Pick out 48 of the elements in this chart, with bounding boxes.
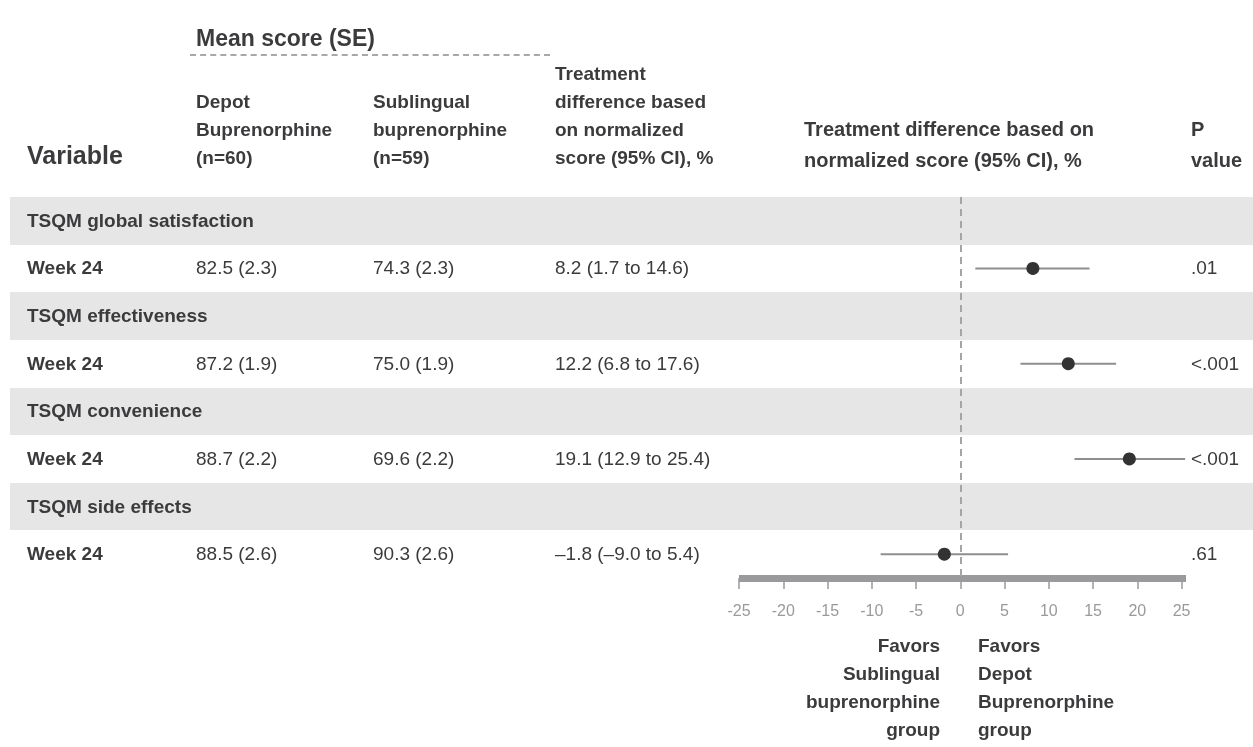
text: 90.3 (2.6) bbox=[373, 542, 455, 567]
text: .61 bbox=[1191, 542, 1218, 567]
text: <.001 bbox=[1191, 351, 1240, 376]
text: 69.6 (2.2) bbox=[373, 446, 455, 471]
text: Variable bbox=[27, 140, 124, 171]
x-tick-label: 25 bbox=[1172, 601, 1191, 619]
text: Favors Sublingual buprenorphine group bbox=[804, 634, 940, 742]
x-tick-label: -5 bbox=[908, 601, 924, 619]
text: Week 24 bbox=[27, 446, 103, 471]
x-tick-label: -25 bbox=[727, 601, 751, 619]
text: Favors Depot Buprenorphine group bbox=[978, 634, 1116, 742]
text: Week 24 bbox=[27, 256, 103, 281]
x-tick-label: 10 bbox=[1039, 601, 1058, 619]
text: 88.7 (2.2) bbox=[196, 446, 278, 471]
text: Depot Buprenorphine (n=60) bbox=[196, 90, 334, 170]
text: TSQM effectiveness bbox=[27, 304, 208, 329]
text: 87.2 (1.9) bbox=[196, 351, 278, 376]
x-tick-label: -10 bbox=[860, 601, 884, 619]
text: Treatment difference based on normalized score (95% CI), % bbox=[555, 62, 715, 170]
text: .01 bbox=[1191, 256, 1218, 281]
x-tick-label: 0 bbox=[955, 601, 965, 619]
text: 82.5 (2.3) bbox=[196, 256, 278, 281]
text: 12.2 (6.8 to 17.6) bbox=[555, 351, 700, 376]
point bbox=[1061, 357, 1075, 371]
x-tick-label: 15 bbox=[1084, 601, 1103, 619]
text: Sublingual buprenorphine (n=59) bbox=[373, 90, 509, 170]
point bbox=[1026, 261, 1040, 275]
text: 74.3 (2.3) bbox=[373, 256, 455, 281]
text: Week 24 bbox=[27, 542, 103, 567]
text: –1.8 (–9.0 to 5.4) bbox=[555, 542, 700, 567]
x-axis-title: Treatment difference based on normalized score (95% CI), % bbox=[804, 117, 1096, 173]
x-tick-label: 5 bbox=[1000, 601, 1010, 619]
text: Week 24 bbox=[27, 351, 103, 376]
text: Mean score (SE) bbox=[196, 24, 376, 53]
text: 8.2 (1.7 to 14.6) bbox=[555, 256, 690, 281]
text: TSQM global satisfaction bbox=[27, 208, 254, 233]
x-tick-label: -15 bbox=[815, 601, 840, 619]
text: 19.1 (12.9 to 25.4) bbox=[555, 446, 711, 471]
point bbox=[937, 547, 951, 561]
x-tick-label: -20 bbox=[771, 601, 795, 619]
text: 88.5 (2.6) bbox=[196, 542, 278, 567]
text: <.001 bbox=[1191, 446, 1240, 471]
text: TSQM convenience bbox=[27, 399, 203, 424]
point bbox=[1122, 452, 1136, 466]
text: P value bbox=[1191, 117, 1244, 173]
text: 75.0 (1.9) bbox=[373, 351, 455, 376]
x-tick-label: 20 bbox=[1128, 601, 1147, 619]
text: TSQM side effects bbox=[27, 494, 192, 519]
